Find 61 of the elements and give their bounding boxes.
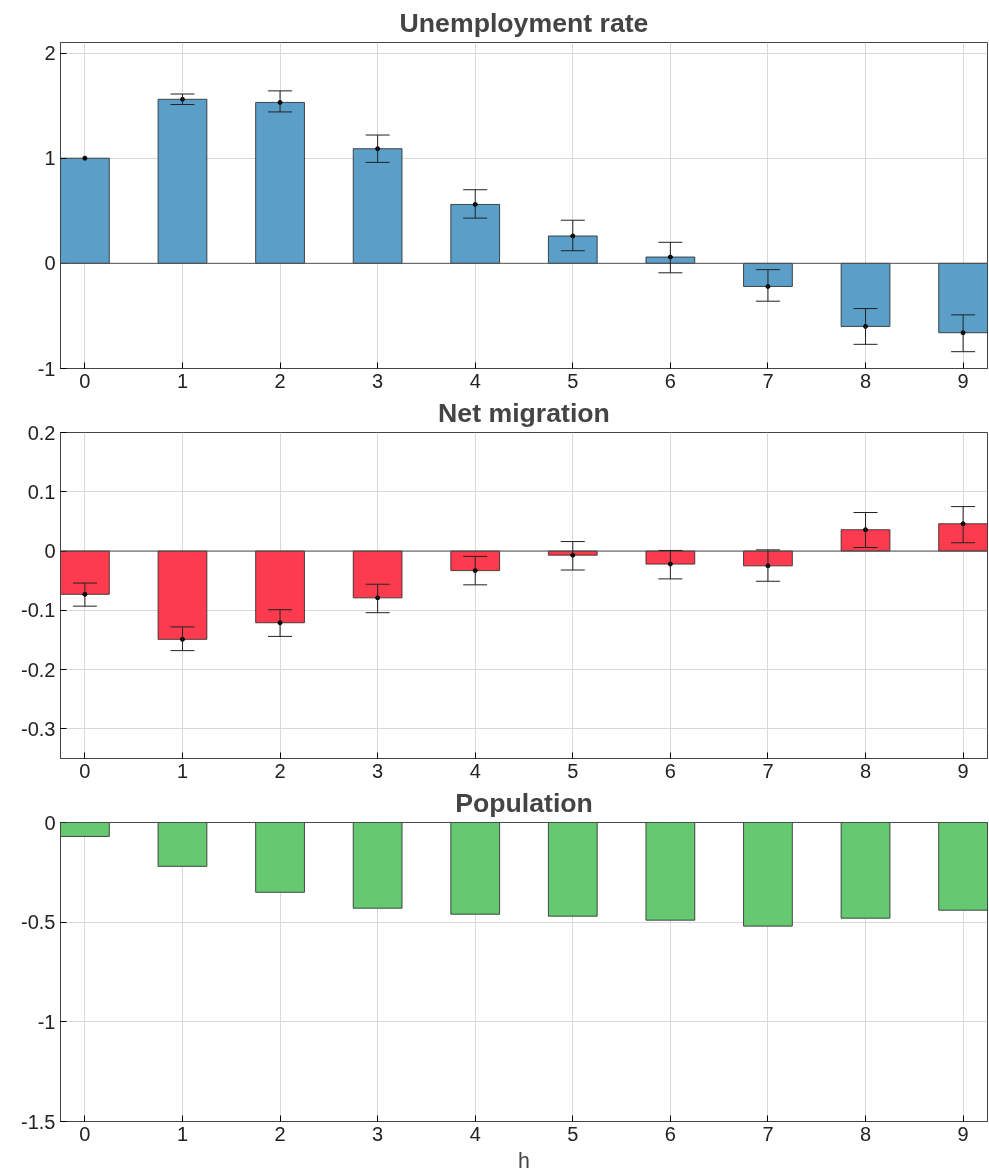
x-tick-label: 5 <box>567 759 579 782</box>
x-tick-label: 7 <box>762 369 774 392</box>
x-tick-label: 4 <box>469 759 481 782</box>
x-tick-label: 2 <box>274 369 286 392</box>
point <box>472 568 478 574</box>
y-tick-label: -1 <box>37 357 56 380</box>
x-tick-label: 8 <box>859 369 872 392</box>
x-tick-label: 7 <box>762 1122 774 1145</box>
x-tick-label: 9 <box>957 1122 969 1145</box>
point <box>179 96 185 102</box>
point <box>667 561 673 567</box>
x-tick-label: 2 <box>274 1122 286 1145</box>
y-tick-label: 0 <box>44 811 56 834</box>
y-tick-label: 0 <box>44 540 56 563</box>
x-tick-label: 4 <box>469 369 481 392</box>
bar <box>60 157 110 264</box>
x-tick-label: 2 <box>274 759 286 782</box>
x-tick-label: 8 <box>859 759 872 782</box>
y-tick-label: -0.3 <box>21 717 56 740</box>
x-tick-label: 1 <box>176 1122 189 1145</box>
bar <box>157 98 208 264</box>
x-axis-title: h <box>518 1148 530 1173</box>
point <box>570 233 576 239</box>
point <box>179 636 185 642</box>
y-tick-label: 1 <box>44 147 56 170</box>
chart-title: Population <box>455 787 593 818</box>
x-tick-label: 0 <box>79 1122 91 1145</box>
x-tick-label: 1 <box>176 759 189 782</box>
chart-title: Unemployment rate <box>399 7 649 38</box>
y-tick-label: -1 <box>37 1010 56 1033</box>
point <box>375 595 381 601</box>
point <box>863 323 869 329</box>
x-tick-label: 5 <box>567 369 579 392</box>
x-tick-label: 9 <box>957 369 969 392</box>
x-tick-label: 7 <box>762 759 774 782</box>
x-tick-label: 8 <box>859 1122 872 1145</box>
x-tick-label: 4 <box>469 1122 481 1145</box>
x-tick-label: 9 <box>957 759 969 782</box>
y-tick-label: -0.5 <box>21 911 56 934</box>
point <box>863 527 869 533</box>
y-tick-label: 0.2 <box>27 421 56 444</box>
point <box>472 201 478 207</box>
y-tick-label: 0.1 <box>27 480 56 503</box>
x-tick-label: 1 <box>176 369 189 392</box>
y-tick-label: -1.5 <box>21 1110 56 1133</box>
x-tick-label: 3 <box>372 369 384 392</box>
x-tick-label: 3 <box>372 759 384 782</box>
x-tick-label: 3 <box>372 1122 384 1145</box>
x-tick-label: 0 <box>79 369 91 392</box>
y-tick-label: -0.2 <box>21 658 56 681</box>
x-tick-label: 6 <box>664 759 676 782</box>
x-tick-label: 0 <box>79 759 91 782</box>
y-tick-label: 2 <box>44 42 56 65</box>
x-tick-label: 5 <box>567 1122 579 1145</box>
chart-title: Net migration <box>438 397 610 428</box>
point <box>667 254 673 260</box>
y-tick-label: -0.1 <box>21 599 56 622</box>
x-tick-label: 6 <box>664 1122 676 1145</box>
x-tick-label: 6 <box>664 369 676 392</box>
point <box>82 155 88 161</box>
y-tick-label: 0 <box>44 252 56 275</box>
